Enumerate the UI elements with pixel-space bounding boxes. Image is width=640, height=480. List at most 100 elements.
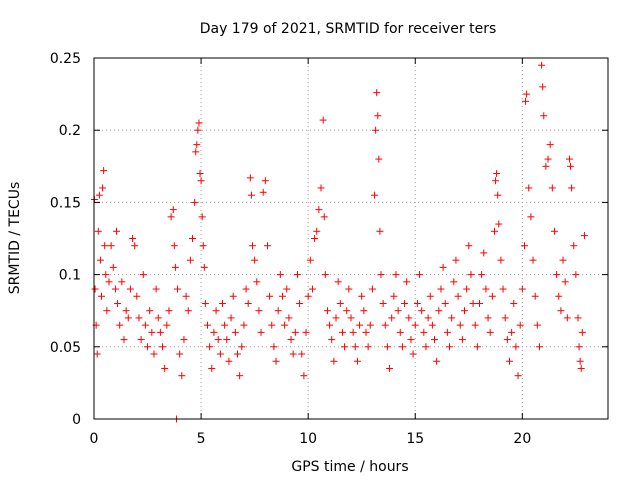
data-point [304,292,312,300]
data-point [493,170,501,178]
data-point [276,271,284,279]
data-point [456,321,464,329]
data-point [557,307,565,315]
data-point [196,170,204,178]
data-point [539,83,547,91]
data-point [135,314,143,322]
x-tick-label: 15 [406,431,424,447]
data-point [296,299,304,307]
data-point [206,343,214,351]
data-points-layer [90,61,588,423]
data-point [379,299,387,307]
data-point [439,263,447,271]
data-point [266,292,274,300]
x-tick-label: 0 [90,431,99,447]
data-point [263,242,271,250]
data-point [248,242,256,250]
data-point [291,328,299,336]
data-point [461,307,469,315]
data-point [191,198,199,206]
data-point [231,328,239,336]
chart-title: Day 179 of 2021, SRMTID for receiver ter… [200,21,497,37]
data-point [242,285,250,293]
data-point [548,184,556,192]
data-point [441,299,449,307]
data-point [347,314,355,322]
data-point [293,271,301,279]
data-point [341,343,349,351]
data-point [116,321,124,329]
data-point [223,336,231,344]
data-point [540,112,548,120]
data-point [165,307,173,315]
y-tick-label: 0.05 [50,340,81,356]
data-point [480,249,488,257]
data-point [374,112,382,120]
data-point [492,177,500,185]
data-point [306,256,314,264]
ticks-layer [93,57,608,420]
data-point [360,307,368,315]
data-point [246,174,254,182]
data-point [411,321,419,329]
data-point [535,343,543,351]
data-point [343,307,351,315]
data-point [422,343,430,351]
data-point [523,90,531,98]
data-point [568,184,576,192]
data-point [131,242,139,250]
data-point [484,314,492,322]
data-point [227,314,235,322]
data-point [364,343,372,351]
data-point [283,285,291,293]
data-point [103,307,111,315]
x-tick-label: 20 [513,431,531,447]
data-point [109,263,117,271]
data-point [146,307,154,315]
data-point [287,336,295,344]
data-point [233,350,241,358]
data-point [221,321,229,329]
data-point [91,285,99,293]
data-point [495,220,503,228]
data-point [330,357,338,365]
data-point [225,357,233,365]
data-point [431,336,439,344]
data-point [156,328,164,336]
data-point [471,321,479,329]
plot-frame [93,57,609,420]
data-point [388,314,396,322]
data-point [195,119,203,127]
data-point [101,242,109,250]
data-point [144,343,152,351]
data-point [302,328,310,336]
data-point [505,357,513,365]
data-point [351,343,359,351]
data-point [150,350,158,358]
data-point [508,328,516,336]
data-point [533,321,541,329]
y-tick-label: 0.1 [59,268,81,284]
data-point [159,343,167,351]
data-point [565,155,573,163]
data-point [424,314,432,322]
data-point [525,184,533,192]
data-point [194,126,202,134]
data-point [174,285,182,293]
data-point [259,188,267,196]
data-point [251,256,259,264]
data-point [356,321,364,329]
data-point [120,336,128,344]
y-tick-label: 0.2 [59,123,81,139]
data-point [394,307,402,315]
y-axis-label: SRMTID / TECUs [7,182,23,295]
data-point [497,256,505,264]
data-point [371,191,379,199]
data-point [435,307,443,315]
data-point [180,336,188,344]
data-point [257,328,265,336]
data-point [390,292,398,300]
data-point [315,206,323,214]
data-point [114,299,122,307]
data-point [403,278,411,286]
